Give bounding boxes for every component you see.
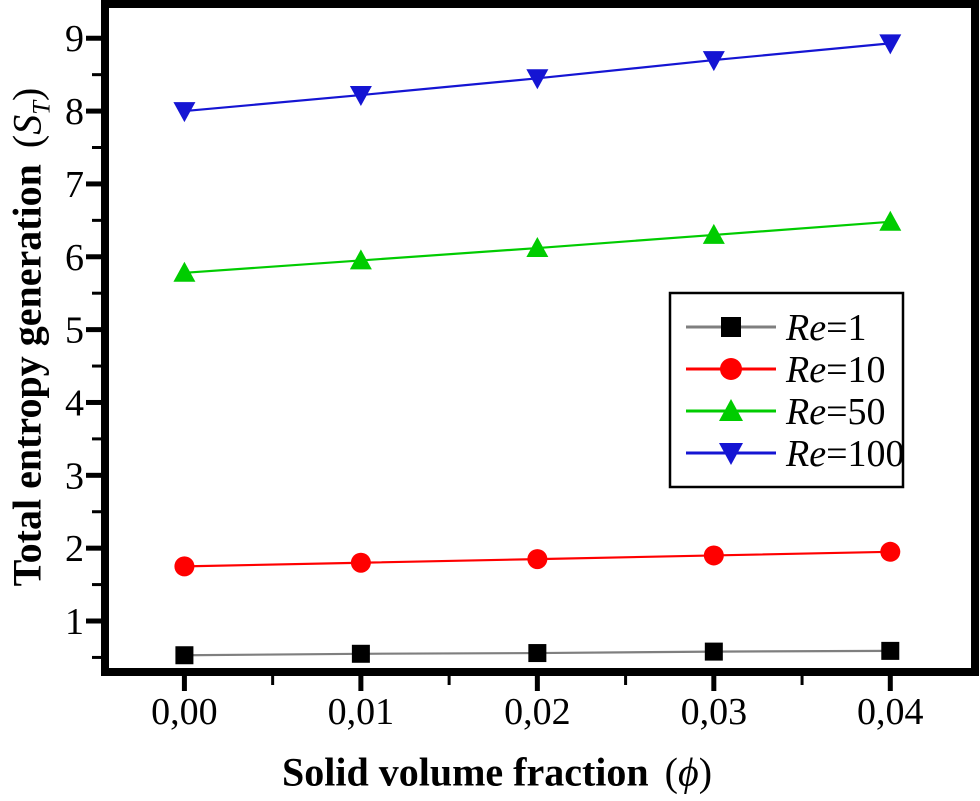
data-point-marker <box>879 210 902 231</box>
data-point-marker <box>719 399 743 421</box>
legend-box <box>668 291 905 489</box>
axis-ticks <box>86 35 893 691</box>
data-point-marker <box>351 644 370 663</box>
legend-label-re: Re <box>785 307 826 349</box>
data-point-marker <box>703 545 724 566</box>
legend-label: Re=50 <box>785 391 886 433</box>
data-point-marker <box>719 443 743 465</box>
y-axis-title: Total entropy generation (ST) <box>4 88 57 587</box>
legend-label-value: =10 <box>826 349 885 391</box>
data-point-marker <box>881 641 900 660</box>
entropy-symbol: S <box>4 114 50 135</box>
legend-label-value: =1 <box>826 307 866 349</box>
y-tick-label: 1 <box>65 601 84 643</box>
legend-label-re: Re <box>785 391 826 433</box>
data-point-marker <box>720 358 742 380</box>
legend-label: Re=10 <box>785 349 886 391</box>
legend-entry: Re=50 <box>686 391 886 433</box>
y-tick-label: 9 <box>65 18 84 60</box>
data-point-marker <box>527 549 548 570</box>
data-point-marker <box>175 646 194 665</box>
paren-close: ) <box>4 87 50 101</box>
phi-symbol: ϕ <box>677 749 699 795</box>
y-tick-label: 7 <box>65 164 84 206</box>
legend-entry: Re=1 <box>686 307 867 349</box>
data-point-marker <box>526 69 549 90</box>
legend-entry: Re=10 <box>686 349 886 391</box>
legend-label-re: Re <box>785 433 826 475</box>
data-point-marker <box>526 237 549 258</box>
data-point-marker <box>528 644 547 663</box>
data-point-marker <box>173 102 196 123</box>
data-point-marker <box>350 552 371 573</box>
data-point-marker <box>702 51 725 72</box>
data-point-marker <box>704 642 723 661</box>
x-axis-symbol: (ϕ) <box>665 750 712 795</box>
legend-label: Re=100 <box>785 433 905 475</box>
y-tick-label: 4 <box>65 382 84 424</box>
y-tick-label: 8 <box>65 91 84 133</box>
data-point-marker <box>721 317 741 337</box>
legend-entry: Re=100 <box>686 433 905 475</box>
data-point-marker <box>173 261 196 282</box>
plot-frame <box>101 0 979 676</box>
y-tick-label: 2 <box>65 528 84 570</box>
paren-open: ( <box>664 749 678 795</box>
y-tick-label: 5 <box>65 310 84 352</box>
legend-label: Re=1 <box>785 307 867 349</box>
paren-open: ( <box>4 134 50 149</box>
series-re-50 <box>173 210 902 282</box>
legend-label-re: Re <box>785 349 826 391</box>
paren-close: ) <box>698 749 713 795</box>
x-axis-title: Solid volume fraction (ϕ) <box>282 749 712 796</box>
data-point-marker <box>702 223 725 244</box>
data-point-marker <box>879 34 902 55</box>
y-tick-label: 3 <box>65 455 84 497</box>
x-tick-label: 0,00 <box>151 691 218 733</box>
x-tick-label: 0,03 <box>681 691 748 733</box>
x-tick-label: 0,01 <box>328 691 395 733</box>
data-point-marker <box>349 249 372 270</box>
series-re-10 <box>174 541 901 577</box>
series-re-1 <box>175 641 900 665</box>
entropy-subscript: T <box>28 100 56 115</box>
tick-labels: 1 2 3 4 5 6 7 8 9 0,00 0,01 0,02 0,03 0,04 <box>65 18 924 733</box>
y-tick-label: 6 <box>65 237 84 279</box>
x-tick-label: 0,02 <box>504 691 571 733</box>
x-axis-title-text: Solid volume fraction <box>281 749 649 795</box>
data-point-marker <box>174 556 195 577</box>
x-tick-label: 0,04 <box>857 691 924 733</box>
legend-label-value: =100 <box>826 433 904 475</box>
y-axis-title-text: Total entropy generation <box>4 164 50 587</box>
data-point-marker <box>349 86 372 107</box>
y-axis-symbol: (ST) <box>4 87 56 149</box>
data-point-marker <box>880 541 901 562</box>
legend-label-value: =50 <box>826 391 885 433</box>
series-re-100 <box>173 34 902 123</box>
